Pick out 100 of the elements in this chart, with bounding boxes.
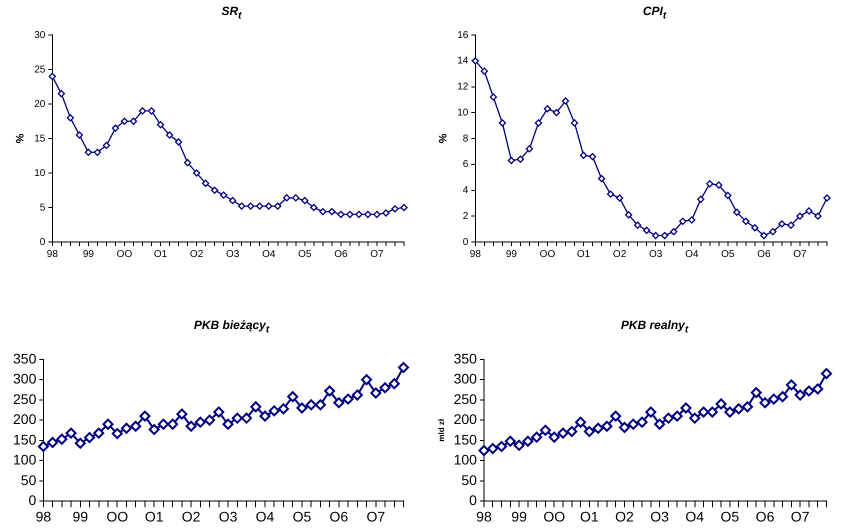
point [504,436,516,447]
point [534,119,542,127]
point [204,414,216,426]
point [364,210,372,218]
point [661,232,668,240]
point [478,445,490,456]
x-tick-label: 98 [476,508,492,524]
x-tick-label: O7 [790,508,810,524]
chart-title: CPI$_{t}$ [642,4,668,22]
x-tick-label: O1 [580,508,599,524]
point [768,394,780,405]
point [373,210,381,218]
point [760,232,768,240]
point [120,422,132,434]
x-tick-label: 99 [511,508,528,524]
point [544,105,552,112]
point [724,406,736,418]
point [733,403,744,414]
point [400,204,408,212]
x-tick-label: O7 [370,248,384,260]
y-tick-label: 350 [13,350,37,366]
x-tick-label: O1 [154,248,168,260]
x-tick-label: O6 [330,508,348,524]
point [584,426,595,438]
x-tick-label: O7 [793,248,808,260]
point [268,405,280,416]
y-tick-label: 0 [469,492,478,508]
point [566,426,578,438]
point [102,142,110,150]
point [490,93,498,101]
point [93,428,104,439]
point [662,412,674,424]
point [654,418,666,430]
point [618,422,630,433]
y-tick-label: 0 [462,236,469,248]
point [333,397,344,408]
point [552,108,560,116]
point [643,226,650,234]
point [256,202,264,210]
point [310,204,318,212]
x-tick-label: O4 [256,508,275,524]
x-tick-label: O5 [720,508,740,524]
point [167,418,178,430]
x-tick-label: O1 [576,248,591,260]
y-tick-label: 50 [461,472,478,488]
y-tick-label: 200 [454,411,478,428]
point [787,222,795,229]
point [803,386,814,396]
y-tick-label: 8 [462,133,469,144]
point [777,391,788,402]
point [324,386,336,396]
y-tick-label: 200 [13,411,37,428]
point [398,362,409,374]
point [148,424,160,435]
point [184,159,192,166]
point [716,398,727,410]
point [156,121,164,128]
point [598,174,606,182]
point [531,432,542,443]
point [706,406,718,418]
x-tick-label: O2 [182,508,201,524]
point [391,205,399,213]
point [575,416,586,428]
point [652,232,660,240]
point [76,131,84,139]
point [558,428,569,439]
point [769,228,777,236]
x-tick-label: O2 [612,248,627,260]
point [194,416,206,428]
point [670,228,678,236]
point [480,68,488,75]
point [306,399,317,410]
x-tick-label: O1 [144,508,164,524]
point [733,208,740,216]
point [382,209,390,217]
point [794,390,806,401]
y-tick-label: 6 [462,159,469,170]
point [166,131,174,139]
point [580,152,588,159]
point [48,72,56,80]
point [786,379,797,390]
point [508,156,516,164]
y-tick-label: 4 [462,185,469,196]
x-tick-label: O4 [262,248,276,260]
point [283,194,290,202]
y-tick-label: 10 [457,107,469,118]
y-axis-title: mld zł [437,418,446,442]
point [120,118,128,125]
x-tick-label: O6 [757,248,771,260]
point [352,390,363,401]
point [319,208,326,216]
point [496,441,508,452]
chart-title: PKB realny$_{t}$ [620,318,690,336]
point [192,169,200,177]
point [314,399,326,410]
x-tick-label: O2 [190,248,204,260]
y-tick-label: 30 [34,30,46,41]
point [56,434,68,445]
point [296,402,308,414]
x-tick-label: O3 [649,248,663,260]
